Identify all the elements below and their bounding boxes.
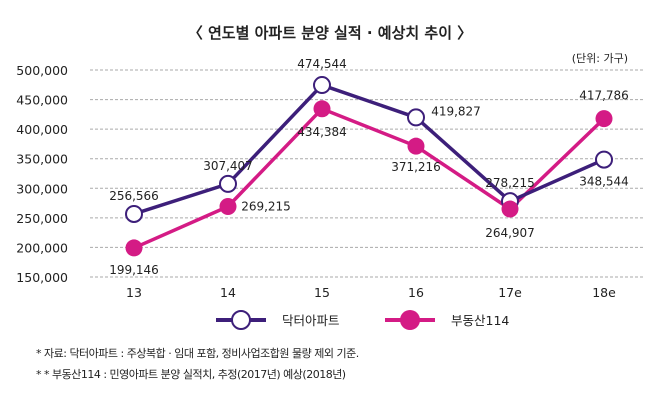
- source-note: * 자료: 닥터아파트 : 주상복합 · 임대 포함, 정비사업조합원 물량 제…: [36, 347, 359, 360]
- data-label: 264,907: [485, 226, 535, 240]
- legend-marker: [400, 310, 420, 330]
- chart-title: 〈 연도별 아파트 분양 실적 · 예상치 추이 〉: [188, 24, 472, 42]
- x-tick-label: 18e: [592, 285, 616, 300]
- data-label: 307,407: [203, 159, 253, 173]
- y-tick-label: 200,000: [16, 240, 68, 255]
- data-point-marker: [219, 174, 237, 193]
- data-point-marker: [125, 204, 143, 223]
- x-tick-label: 15: [314, 285, 330, 300]
- data-label: 199,146: [109, 263, 159, 277]
- data-point-marker: [595, 150, 613, 169]
- unit-label: (단위: 가구): [572, 52, 628, 65]
- x-tick-label: 14: [220, 285, 236, 300]
- data-point-marker: [313, 76, 331, 95]
- data-label: 434,384: [297, 125, 347, 139]
- y-tick-label: 450,000: [16, 93, 68, 108]
- data-label: 348,544: [579, 175, 629, 189]
- data-point-marker: [407, 108, 425, 127]
- data-point-marker: [595, 110, 613, 128]
- data-point-marker: [501, 200, 519, 218]
- data-point-marker: [407, 137, 425, 155]
- y-tick-label: 400,000: [16, 122, 68, 137]
- y-tick-label: 350,000: [16, 152, 68, 167]
- data-label: 269,215: [241, 199, 291, 213]
- data-point-marker: [219, 197, 237, 215]
- data-label: 474,544: [297, 57, 347, 71]
- data-label: 278,215: [485, 176, 535, 190]
- data-label: 256,566: [109, 189, 159, 203]
- y-tick-label: 250,000: [16, 211, 68, 226]
- x-tick-label: 17e: [498, 285, 522, 300]
- legend-label: 닥터아파트: [282, 313, 340, 328]
- data-point-marker: [125, 239, 143, 257]
- data-label: 371,216: [391, 160, 441, 174]
- legend-label: 부동산114: [451, 313, 509, 328]
- y-tick-label: 300,000: [16, 181, 68, 196]
- series-line: [133, 83, 605, 216]
- x-tick-label: 13: [126, 285, 142, 300]
- y-tick-label: 150,000: [16, 270, 68, 285]
- data-point-marker: [313, 100, 331, 118]
- source-note-2: * * 부동산114 : 민영아파트 분양 실적치, 추정(2017년) 예상(…: [36, 368, 346, 381]
- x-tick-label: 16: [408, 285, 424, 300]
- data-label: 417,786: [579, 89, 629, 103]
- y-tick-label: 500,000: [16, 63, 68, 78]
- legend-marker: [231, 310, 251, 330]
- data-label: 419,827: [431, 104, 481, 118]
